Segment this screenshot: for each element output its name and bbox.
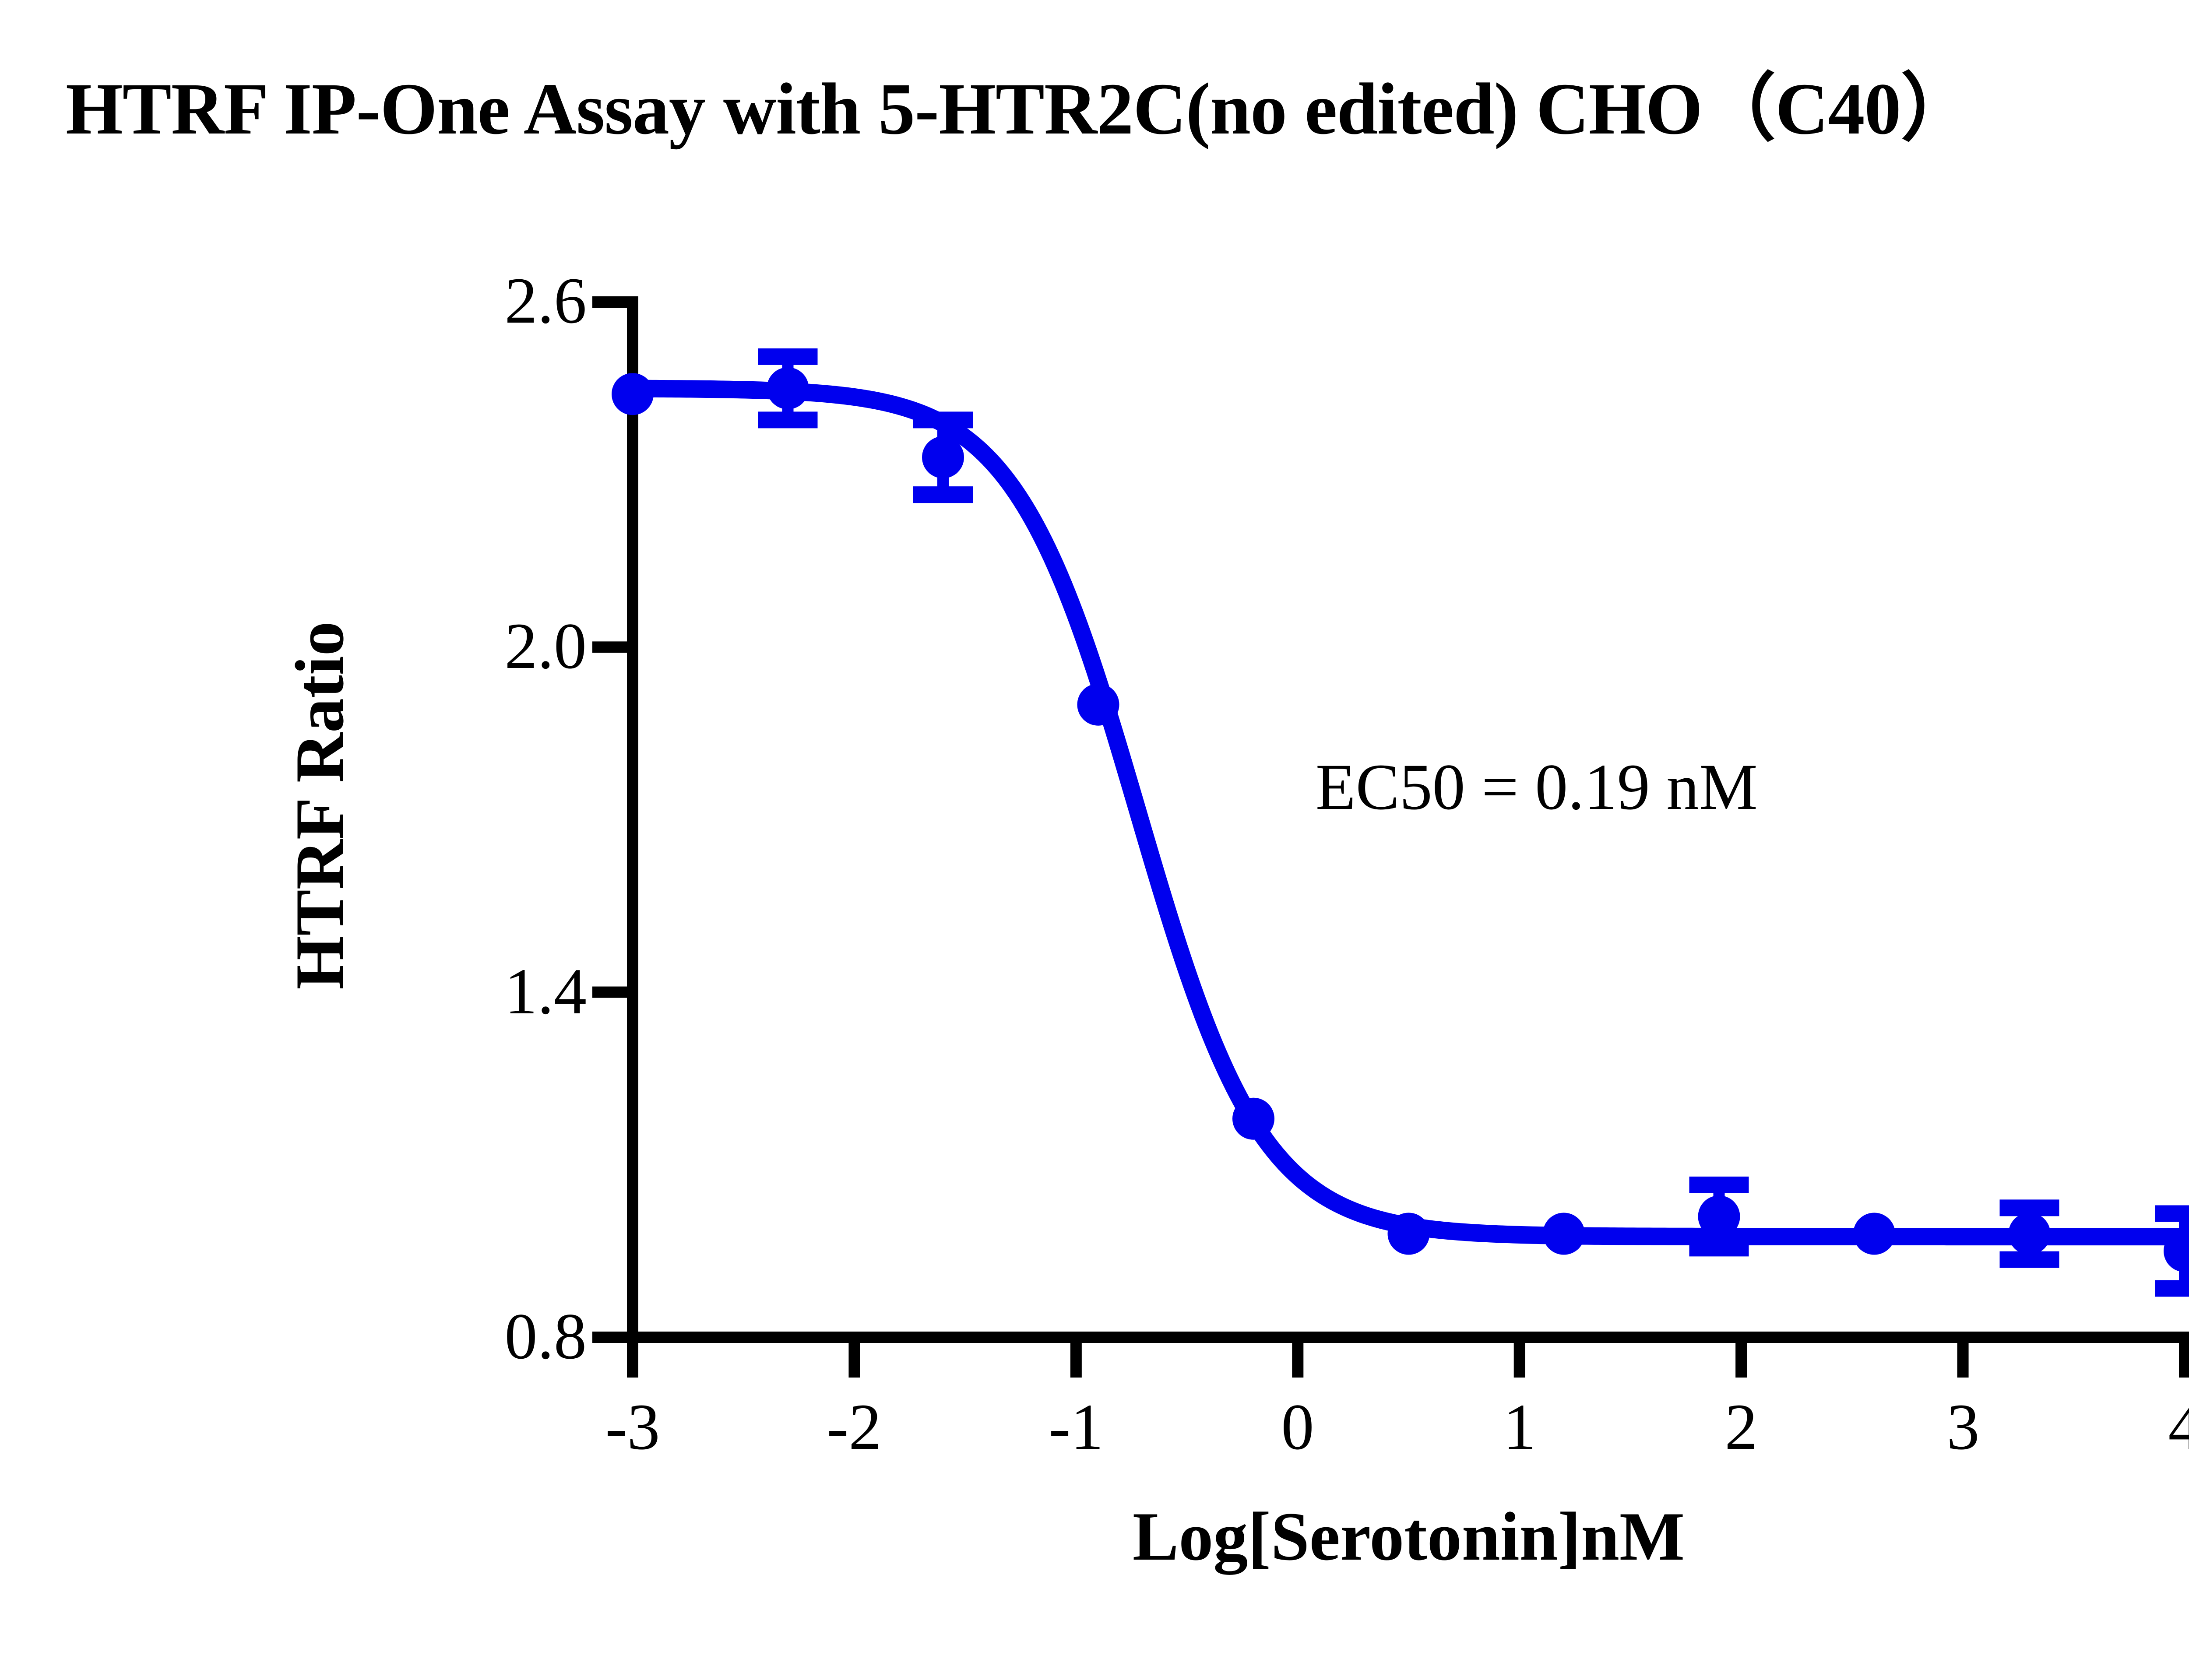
x-tick-label-group: -3 -2 -1 0 1 2 3 4 bbox=[0, 1394, 2189, 1490]
x-tick-label: -3 bbox=[605, 1391, 660, 1463]
x-tick-label: -2 bbox=[827, 1391, 882, 1463]
fit-curve bbox=[624, 380, 2189, 1246]
data-point bbox=[1232, 1097, 1274, 1140]
x-tick-label: 3 bbox=[1946, 1391, 1980, 1463]
data-point-group bbox=[612, 367, 2189, 1272]
y-tick-label: 2.6 bbox=[504, 264, 587, 337]
axis-spines bbox=[627, 296, 2189, 1343]
data-point bbox=[1698, 1195, 1740, 1238]
x-tick-label: -1 bbox=[1049, 1391, 1104, 1463]
data-point bbox=[767, 367, 809, 410]
y-tick-label-group: 2.6 2.0 1.4 0.8 bbox=[394, 0, 587, 1680]
axis-spine-path bbox=[627, 296, 2189, 1343]
y-tick-label: 1.4 bbox=[504, 955, 587, 1028]
data-point bbox=[2008, 1213, 2051, 1255]
error-bar-group bbox=[758, 348, 2189, 1297]
page-title: HTRF IP-One Assay with 5-HTR2C(no edited… bbox=[66, 68, 1974, 150]
x-tick-label: 2 bbox=[1724, 1391, 1758, 1463]
x-tick-label: 0 bbox=[1281, 1391, 1314, 1463]
y-tick-label: 2.0 bbox=[504, 610, 587, 682]
data-point bbox=[2164, 1230, 2189, 1272]
data-point bbox=[1853, 1213, 1895, 1255]
y-tick-label: 0.8 bbox=[504, 1300, 587, 1373]
x-tick-label: 4 bbox=[2168, 1391, 2189, 1463]
ec50-annotation: EC50 = 0.19 nM bbox=[1316, 751, 1758, 823]
x-tick-label: 1 bbox=[1503, 1391, 1536, 1463]
data-point bbox=[1543, 1213, 1585, 1255]
axis-tick-marks bbox=[592, 296, 2189, 1378]
data-point bbox=[1387, 1213, 1430, 1255]
data-point bbox=[1077, 683, 1119, 726]
data-point bbox=[612, 373, 654, 415]
fit-curve-path bbox=[624, 380, 2189, 1246]
x-axis-title: Log[Serotonin]nM bbox=[1132, 1498, 1685, 1575]
data-point bbox=[922, 436, 964, 478]
